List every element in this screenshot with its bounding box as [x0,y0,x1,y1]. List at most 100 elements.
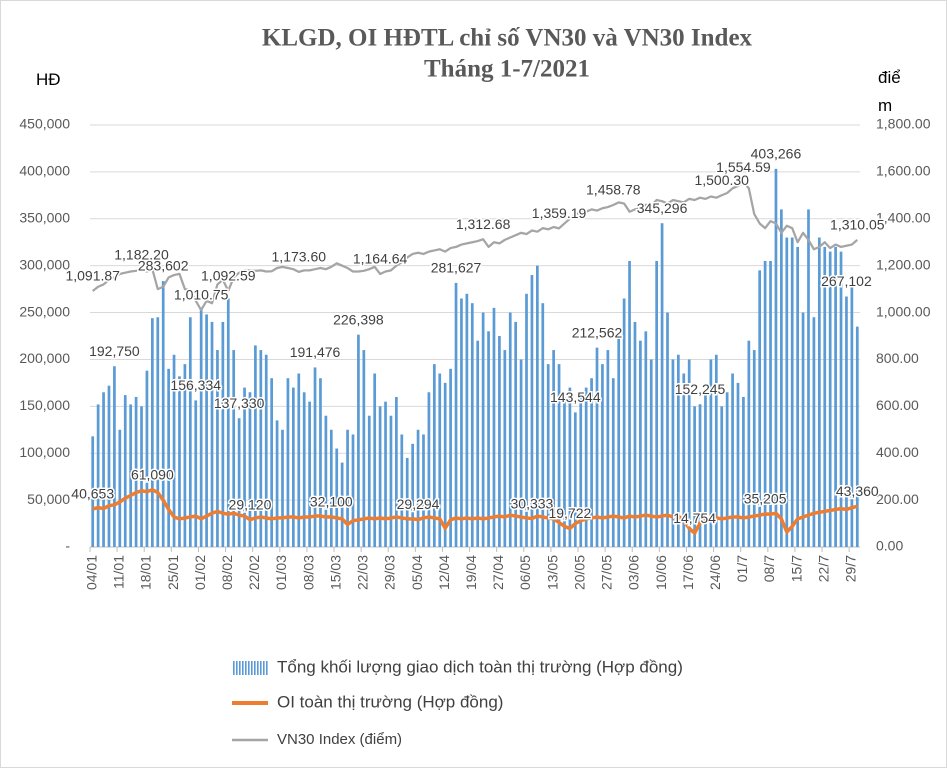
bar [763,260,767,547]
x-tick-label: 29/7 [843,555,859,582]
bar [823,246,827,547]
bar [259,350,263,547]
bar [156,317,160,547]
bar [422,434,425,547]
bar [210,321,214,547]
legend-swatch [263,661,265,675]
data-label: 19,722 [548,505,591,521]
bar [470,303,474,547]
data-label: 1,554.59 [716,159,771,175]
bar [687,359,691,547]
bar [281,429,284,547]
x-tick-label: 18/01 [138,555,154,590]
data-label: 345,296 [637,200,688,216]
bar [232,350,236,547]
y2-tick-label: 800.00 [876,350,919,366]
x-tick-label: 01/03 [273,555,289,590]
y2-tick-label: 0.00 [876,538,903,554]
data-label: 403,266 [751,146,802,162]
bar [199,307,203,547]
bar [817,237,821,548]
bar [622,298,626,547]
bar [498,336,501,547]
x-tick-label: 27/05 [599,555,615,590]
bar [649,359,653,547]
bar [237,418,241,547]
data-label: 29,120 [229,496,272,512]
y-tick-label: 150,000 [19,397,70,413]
bar [465,293,469,547]
legend-swatch [248,661,250,675]
y-tick-label: - [65,538,70,554]
bar [606,350,610,547]
bar [254,345,257,547]
bar [161,281,165,547]
bar [508,312,512,547]
bar [346,429,349,547]
bar [416,429,420,547]
line [92,181,859,312]
bar [395,396,398,547]
legend-swatch [236,661,238,675]
x-tick-label: 05/04 [409,555,425,590]
data-label: 267,102 [821,273,872,289]
data-label: 29,294 [397,496,440,512]
legend-swatch [251,661,253,675]
bar [140,406,143,547]
data-label: 226,398 [333,311,384,327]
data-label: 32,100 [310,494,353,510]
bar [324,415,328,547]
x-tick-label: 19/04 [463,555,479,590]
bar [704,392,707,547]
data-label: 191,476 [290,344,341,360]
data-label: 192,750 [89,343,140,359]
bar [351,434,355,547]
x-tick-label: 03/06 [626,555,642,590]
bar [411,443,414,547]
bar [123,395,127,547]
x-tick-label: 08/02 [219,555,235,590]
bar [530,275,534,547]
legend-label: OI toàn thị trường (Hợp đồng) [277,692,503,711]
bar [780,209,783,547]
y2-tick-label: 1,200.00 [876,256,931,272]
y-tick-label: 200,000 [19,350,70,366]
data-label: 1,010.75 [174,287,229,303]
bar [275,420,279,547]
bar [682,373,686,547]
bar [129,404,133,547]
data-label: 1,458.78 [586,182,641,198]
bar [270,378,274,547]
data-label: 30,333 [511,495,554,511]
data-label: 1,310.05 [830,217,885,233]
legend-label: Tổng khối lượng giao dịch toàn thị trườn… [277,657,683,676]
bar [725,392,729,547]
y2-tick-label: 1,400.00 [876,209,931,225]
y2-tick-label: 1,600.00 [876,163,931,179]
bar [362,350,366,547]
bar [118,429,122,547]
x-tick-label: 01/02 [192,555,208,590]
y-tick-label: 450,000 [19,116,70,132]
bar [563,396,566,547]
bar [568,387,572,547]
bar [438,373,442,547]
legend-swatch [254,661,256,675]
bar [720,406,724,547]
y-tick-label: 350,000 [19,209,70,225]
bar [714,354,718,547]
y-tick-label: 400,000 [19,163,70,179]
bar [850,284,854,547]
bar [557,364,561,547]
bar [145,370,149,547]
legend-label: VN30 Index (điểm) [277,731,402,748]
x-tick-label: 15/03 [327,555,343,590]
x-tick-label: 25/01 [165,555,181,590]
x-tick-label: 20/05 [571,555,587,590]
bar [552,350,555,547]
bar [525,293,528,547]
bar [188,317,192,547]
bar [855,326,859,547]
x-tick-label: 22/03 [355,555,371,590]
